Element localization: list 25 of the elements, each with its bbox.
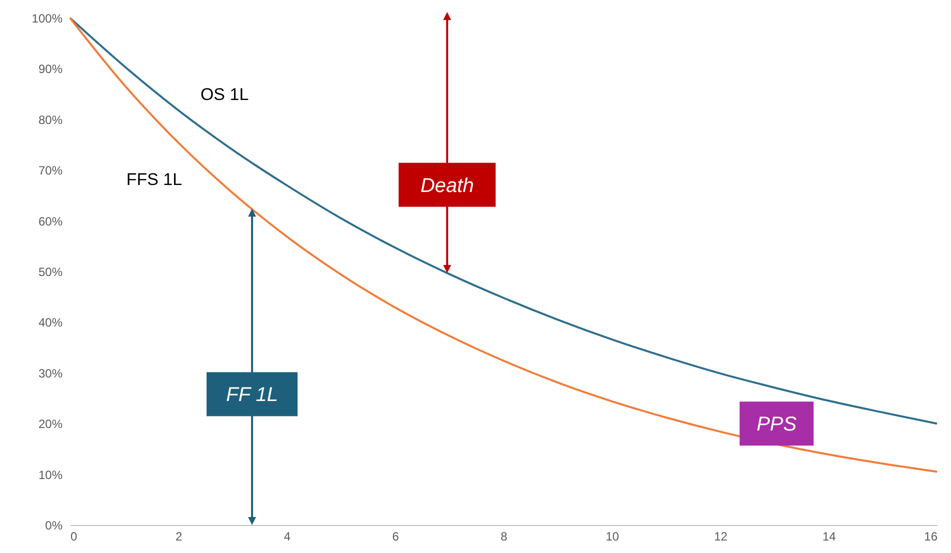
series-label: OS 1L [200,84,249,104]
x-tick-label: 12 [714,530,728,544]
y-tick-label: 80% [38,112,63,127]
series-label: FFS 1L [126,170,182,189]
y-tick-label: 90% [38,62,63,76]
y-tick-label: 10% [38,468,63,482]
x-tick-label: 14 [822,530,836,544]
y-tick-label: 40% [38,316,63,330]
y-tick-label: 70% [38,164,63,178]
x-tick-label: 10 [606,530,620,544]
y-tick-label: 50% [38,265,63,279]
y-tick-label: 100% [32,12,63,26]
annotation: FF 1L [226,384,278,406]
x-tick-label: 4 [284,530,291,544]
y-tick-label: 0% [45,518,63,532]
x-tick-label: 6 [392,530,400,544]
x-tick-label: 8 [500,530,508,544]
annotation: Death [420,174,474,197]
annotation: PPS [756,414,798,436]
y-tick-label: 60% [38,214,63,228]
x-tick-label: 2 [176,530,183,544]
x-tick-label: 16 [924,530,938,544]
x-tick-label: 0 [70,530,78,544]
y-tick-label: 30% [38,366,63,380]
y-tick-label: 20% [38,417,63,432]
